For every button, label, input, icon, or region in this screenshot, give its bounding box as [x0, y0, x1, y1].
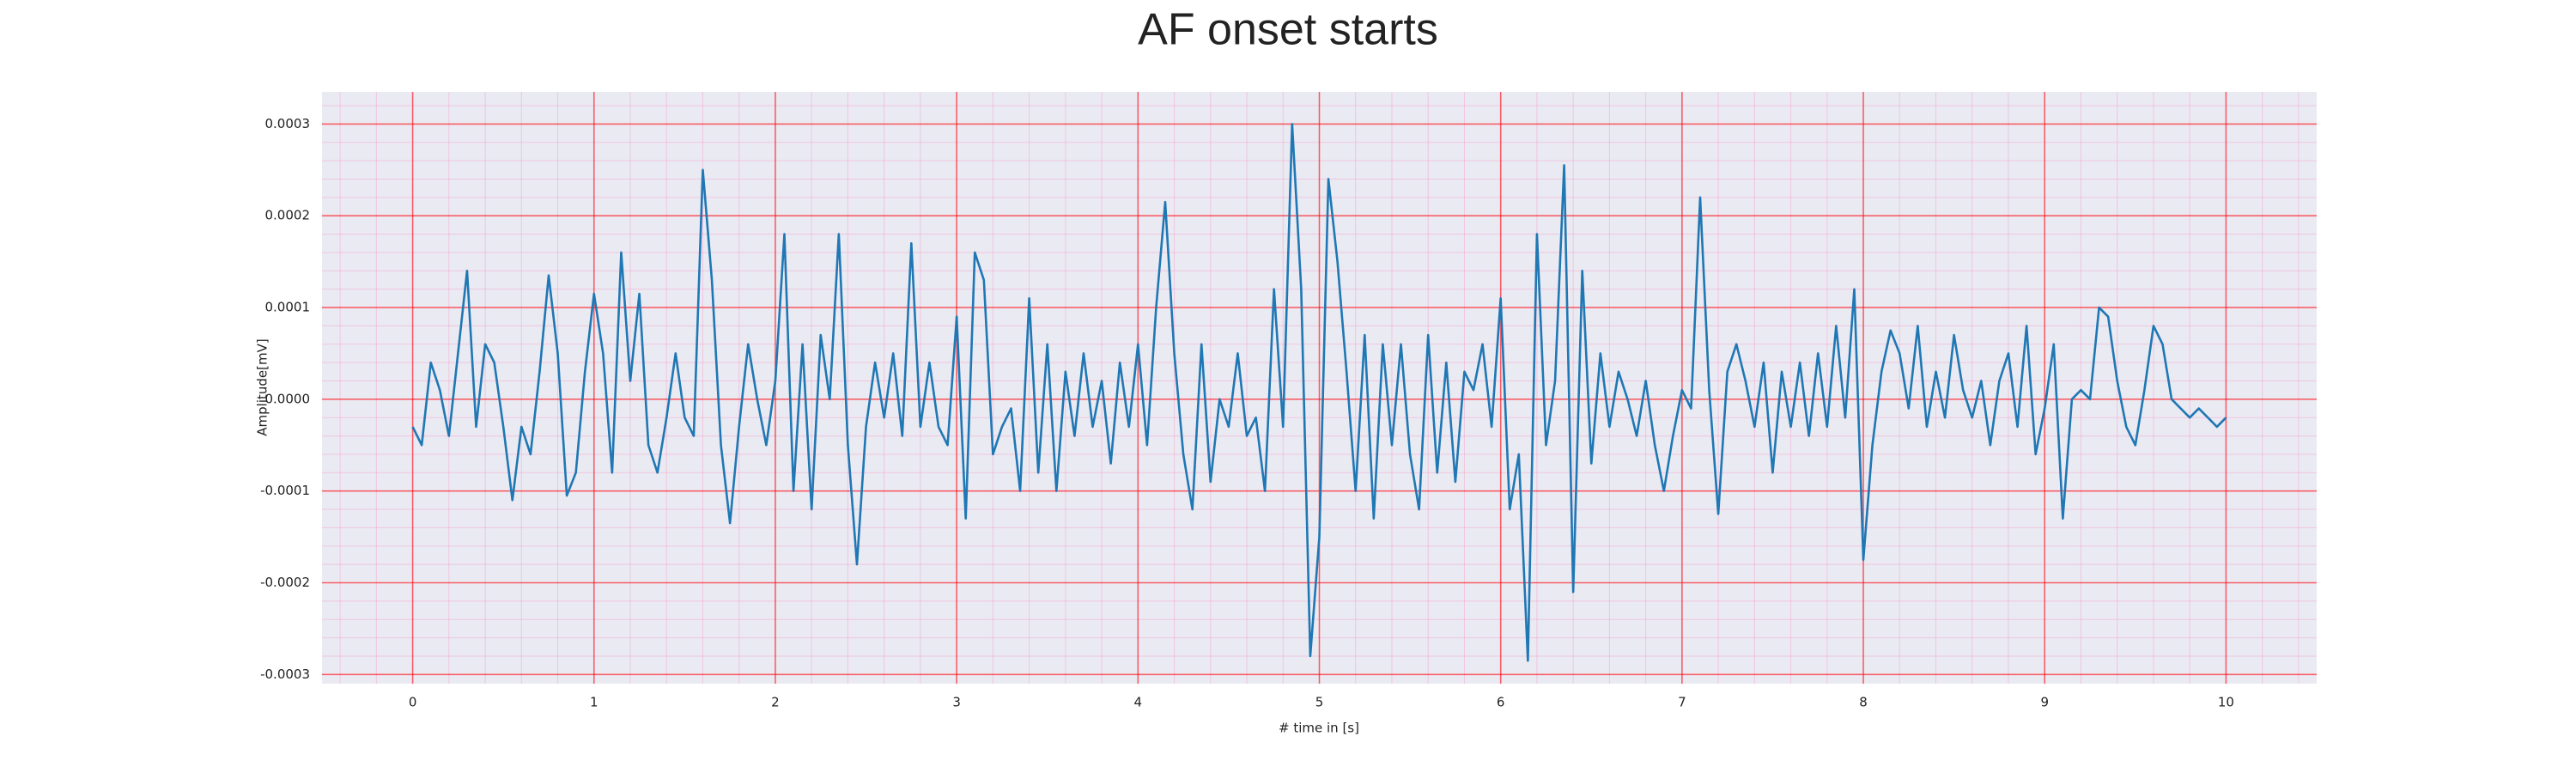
- y-tick-label: -0.0002: [260, 575, 310, 590]
- x-tick-label: 9: [2040, 695, 2049, 710]
- x-tick-label: 5: [1315, 695, 1324, 710]
- x-tick-label: 4: [1134, 695, 1143, 710]
- x-tick-label: 1: [590, 695, 598, 710]
- y-tick-label: 0.0002: [265, 208, 311, 223]
- x-tick-label: 3: [952, 695, 961, 710]
- y-axis-label: Amplitude[mV]: [255, 338, 270, 435]
- x-tick-label: 6: [1497, 695, 1505, 710]
- signal-line: [411, 123, 2227, 662]
- y-tick-label: 0.0001: [265, 300, 311, 315]
- x-tick-label: 7: [1678, 695, 1686, 710]
- y-tick-label: 0.0003: [265, 116, 311, 131]
- chart-title: AF onset starts: [1138, 5, 1438, 55]
- x-tick-label: 10: [2218, 695, 2234, 710]
- y-tick-label: 0.0000: [265, 391, 311, 406]
- x-axis-label: # time in [s]: [1279, 721, 1359, 736]
- x-tick-label: 8: [1859, 695, 1868, 710]
- y-tick-label: -0.0003: [260, 666, 310, 682]
- x-tick-label: 2: [771, 695, 780, 710]
- y-tick-label: -0.0001: [260, 483, 310, 498]
- x-tick-label: 0: [409, 695, 417, 710]
